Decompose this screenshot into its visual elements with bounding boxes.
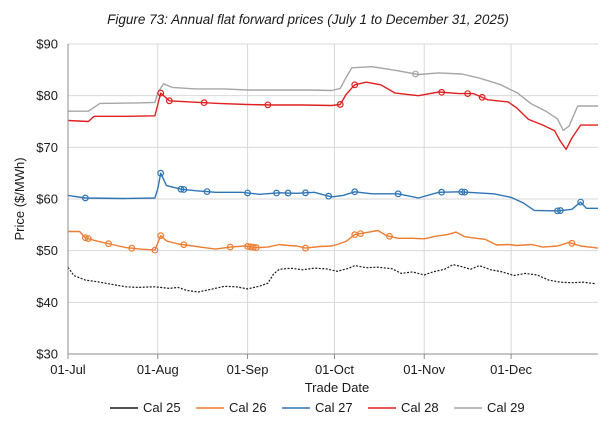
series-line-cal-27 [67, 172, 598, 212]
chart-title: Figure 73: Annual flat forward prices (J… [107, 12, 509, 27]
series-line-cal-28 [67, 81, 598, 151]
axes: $30 $40 $50 $60 $70 $80 $90 01-Jul 01-Aug 01-Sep 0… [36, 37, 598, 377]
legend-label: Cal 28 [401, 400, 439, 415]
legend-label: Cal 29 [487, 400, 525, 415]
legend-label: Cal 26 [229, 400, 267, 415]
marker-cal-27 [203, 188, 211, 196]
x-tick-label: 01-Dec [490, 362, 532, 377]
marker-cal-27 [325, 192, 333, 200]
marker-cal-26 [249, 243, 257, 251]
x-tick-label: 01-Oct [315, 362, 354, 377]
marker-cal-27 [556, 207, 564, 214]
marker-cal-28 [264, 101, 272, 109]
marker-cal-28 [200, 99, 208, 107]
y-tick-label: $50 [36, 243, 58, 258]
marker-cal-27 [554, 207, 561, 215]
marker-cal-26 [151, 246, 159, 254]
marker-cal-27 [157, 169, 165, 177]
marker-cal-27 [351, 188, 359, 196]
series-lines [67, 65, 599, 293]
marker-cal-27 [273, 189, 280, 197]
marker-cal-26 [357, 230, 364, 238]
marker-cal-27 [577, 198, 585, 206]
legend-label: Cal 27 [315, 400, 353, 415]
marker-cal-26 [568, 239, 576, 247]
series-line-cal-26 [68, 229, 599, 251]
marker-cal-26 [302, 244, 309, 252]
marker-cal-27 [302, 189, 309, 197]
marker-cal-27 [180, 186, 188, 193]
marker-cal-28 [336, 101, 344, 108]
marker-cal-29 [412, 70, 419, 78]
x-tick-label: 01-Nov [403, 362, 445, 377]
marker-cal-28 [351, 81, 359, 89]
x-tick-label: 01-Jul [50, 362, 86, 377]
marker-cal-28 [165, 97, 173, 105]
x-tick-label: 01-Aug [137, 362, 179, 377]
y-tick-label: $60 [36, 192, 58, 207]
marker-cal-27 [438, 188, 446, 196]
marker-cal-27 [458, 188, 466, 196]
marker-cal-28 [464, 90, 472, 97]
marker-cal-27 [394, 190, 402, 198]
marker-cal-26 [105, 240, 112, 248]
marker-cal-26 [84, 235, 92, 243]
series-markers [81, 70, 585, 254]
marker-cal-26 [386, 232, 393, 240]
marker-cal-27 [244, 189, 251, 197]
marker-cal-27 [461, 188, 469, 196]
marker-cal-26 [180, 241, 188, 249]
marker-cal-28 [478, 93, 486, 101]
y-axis-title: Price ($/MWh) [12, 157, 27, 240]
series-line-cal-29 [68, 65, 598, 132]
y-tick-label: $80 [36, 88, 58, 103]
series-line-cal-25 [67, 264, 596, 293]
marker-cal-27 [284, 189, 292, 197]
x-axis-title: Trade Date [305, 380, 370, 395]
y-tick-label: $90 [36, 37, 58, 52]
marker-cal-26 [157, 232, 165, 240]
marker-cal-26 [226, 243, 234, 251]
marker-cal-28 [438, 88, 446, 96]
y-tick-label: $40 [36, 295, 58, 310]
marker-cal-28 [157, 89, 165, 97]
legend: Cal 25 Cal 26 Cal 27 Cal 28 Cal 29 [110, 400, 525, 415]
marker-cal-27 [177, 185, 185, 193]
marker-cal-27 [81, 194, 89, 202]
marker-cal-26 [128, 244, 136, 252]
marker-cal-26 [81, 234, 89, 242]
marker-cal-26 [252, 244, 260, 251]
x-tick-label: 01-Sep [227, 362, 269, 377]
legend-label: Cal 25 [143, 400, 181, 415]
y-tick-label: $30 [36, 347, 58, 362]
y-tick-label: $70 [36, 140, 58, 155]
